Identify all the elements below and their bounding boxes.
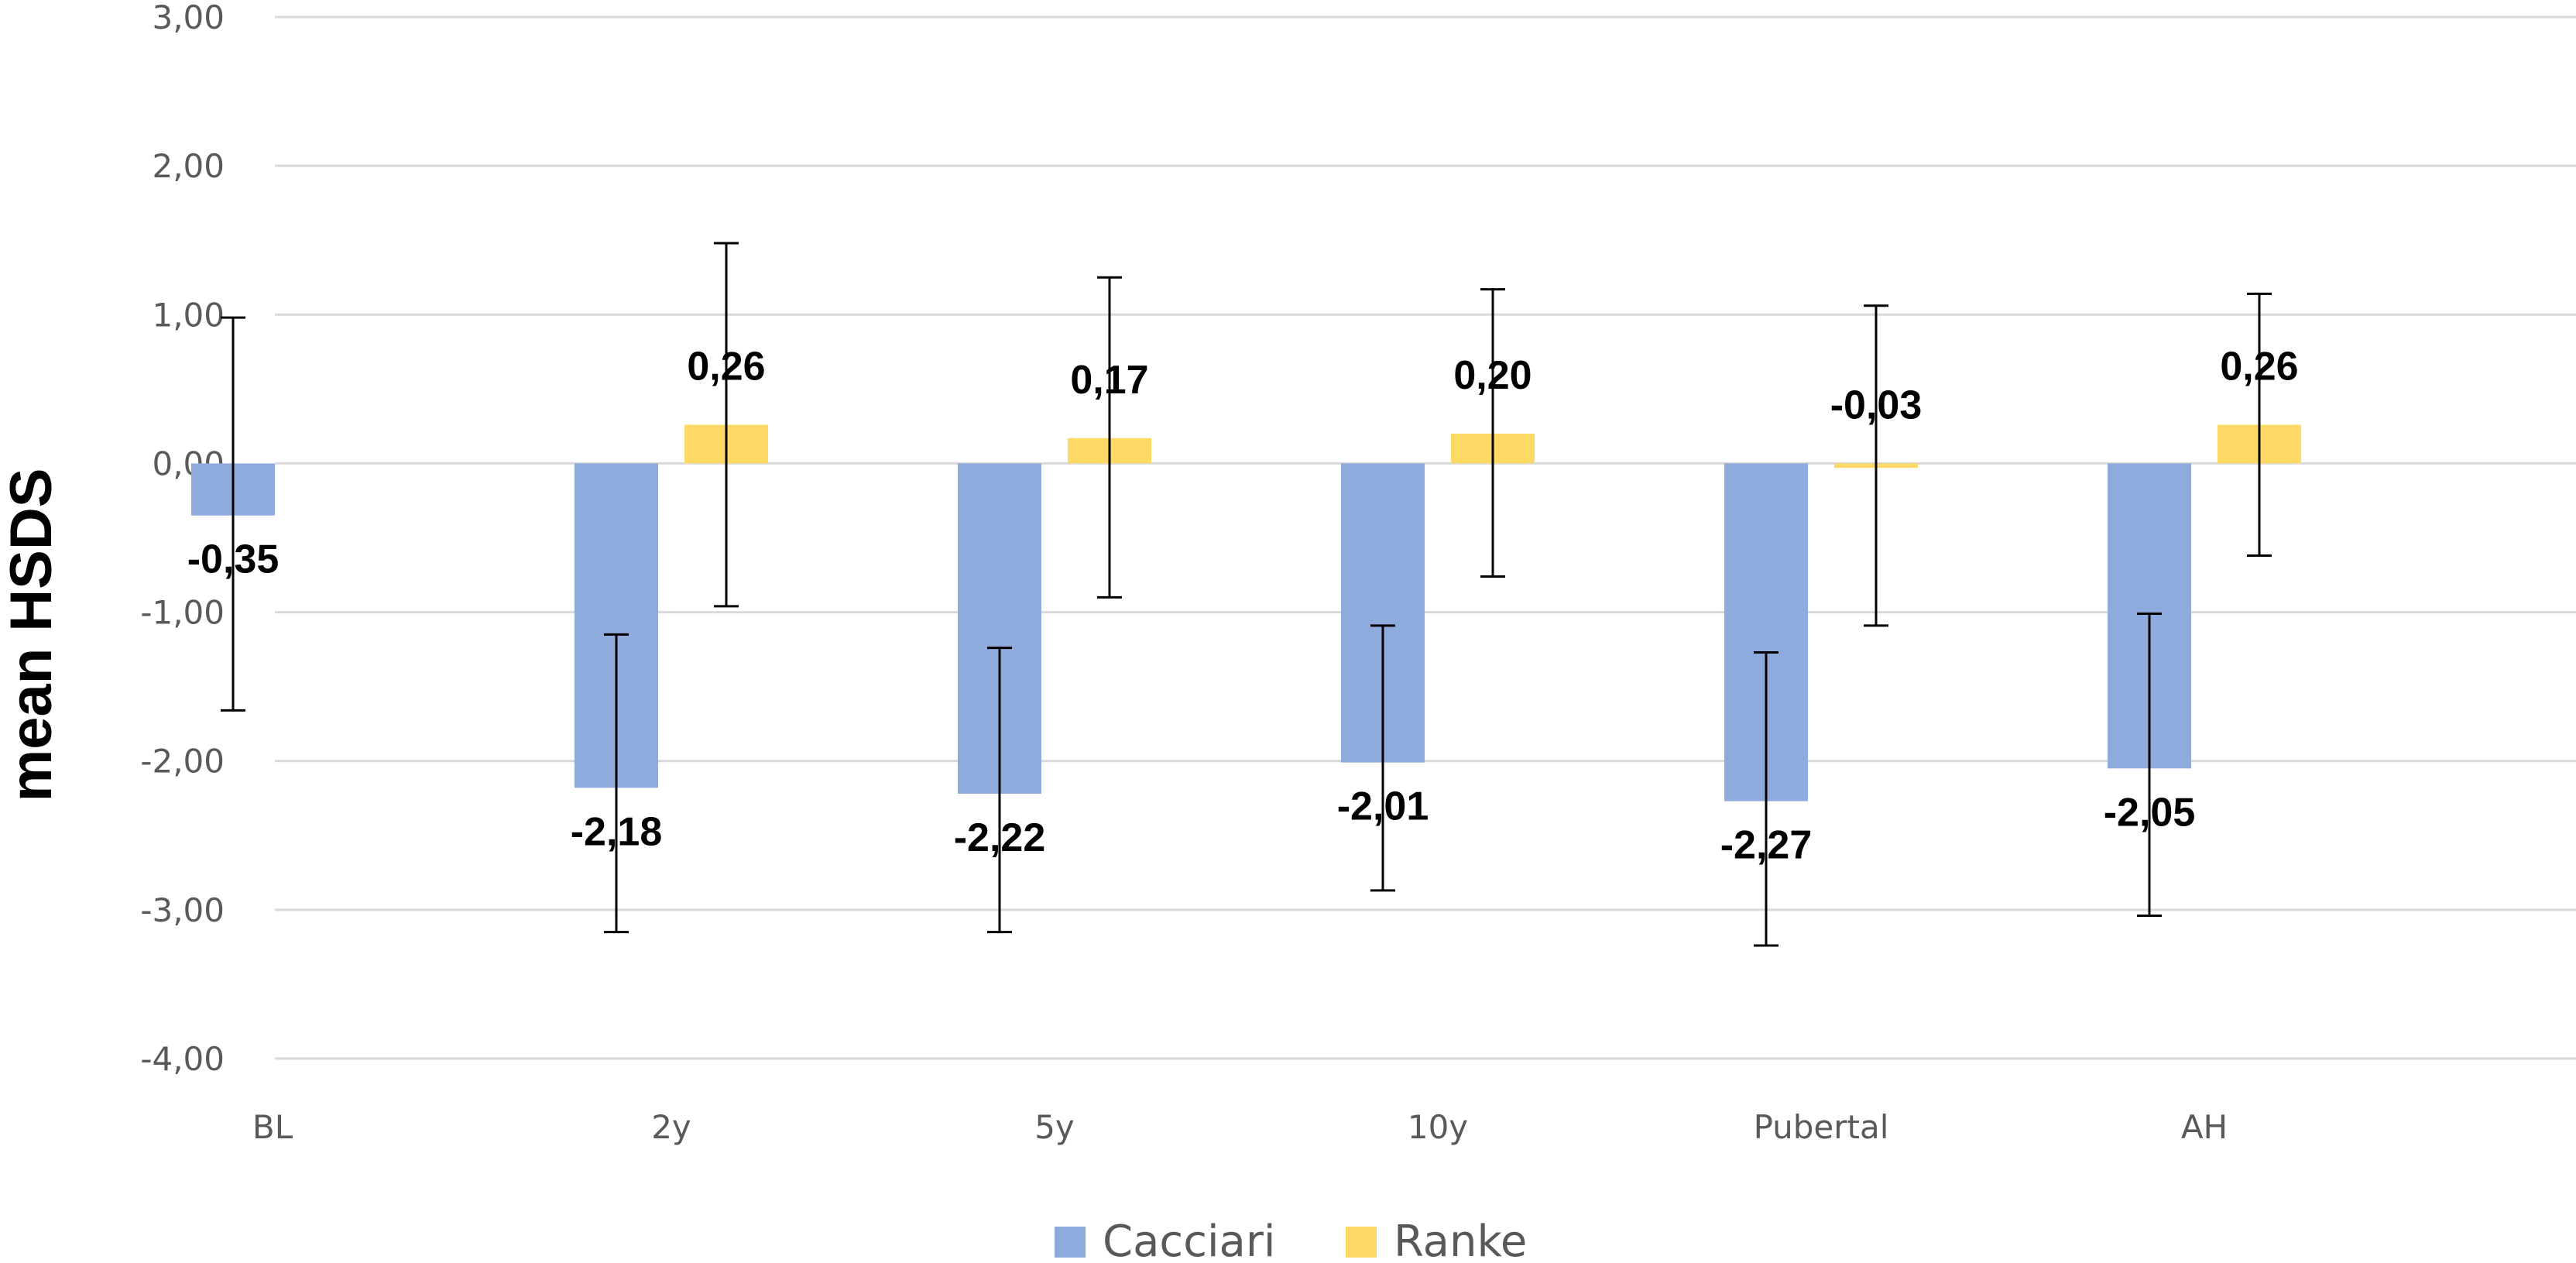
y-tick-label: 2,00	[152, 147, 225, 185]
error-bar	[987, 647, 1012, 934]
error-bar	[1370, 624, 1395, 892]
error-bars	[221, 242, 2272, 947]
legend-item-ranke: Ranke	[1346, 1217, 1527, 1263]
data-label: -2,18	[571, 809, 663, 854]
category-label: Pubertal	[1754, 1108, 1889, 1146]
data-label: 0,26	[2220, 344, 2298, 389]
data-label: -0,03	[1830, 383, 1923, 427]
legend-label: Ranke	[1394, 1217, 1527, 1263]
gridlines	[275, 15, 2576, 1060]
y-tick-label: -3,00	[140, 891, 225, 929]
data-label: -2,27	[1720, 823, 1813, 868]
error-bar	[1480, 288, 1505, 578]
error-bar	[1754, 650, 1779, 947]
y-tick-label: 1,00	[152, 296, 225, 334]
error-bar	[2247, 292, 2272, 558]
x-axis-categories: BL 2y 5y 10y Pubertal AH	[252, 1108, 2228, 1146]
error-bar	[1864, 304, 1888, 627]
legend-swatch	[1055, 1227, 1086, 1258]
data-label: 0,20	[1453, 353, 1532, 398]
category-label: 5y	[1034, 1108, 1075, 1146]
y-tick-label: 3,00	[152, 0, 225, 36]
y-axis-title: mean HSDS	[0, 468, 64, 802]
bars	[191, 424, 2301, 801]
legend-swatch	[1346, 1227, 1377, 1258]
category-label: 10y	[1408, 1108, 1468, 1146]
error-bar	[604, 633, 629, 934]
data-label: -2,22	[954, 815, 1046, 860]
error-bar	[221, 316, 245, 712]
category-label: 2y	[651, 1108, 691, 1146]
data-label: 0,17	[1070, 358, 1148, 403]
y-tick-label: -4,00	[140, 1040, 225, 1078]
category-label: AH	[2181, 1108, 2228, 1146]
legend: Cacciari Ranke	[1055, 1217, 1527, 1263]
data-labels: -0,35 -2,18 0,26 -2,22 0,17 -2,01 0,20 -2,27 -0,…	[187, 344, 2299, 867]
data-label: -2,01	[1337, 784, 1429, 829]
y-tick-label: -1,00	[140, 594, 225, 632]
data-label: -0,35	[187, 537, 280, 582]
category-label: BL	[252, 1108, 293, 1146]
error-bar	[2137, 612, 2162, 918]
legend-label: Cacciari	[1103, 1217, 1275, 1263]
data-label: -2,05	[2104, 790, 2196, 835]
y-tick-label: -2,00	[140, 743, 225, 781]
y-axis-ticks: 3,002,001,000,00-1,00-2,00-3,00-4,00	[140, 0, 225, 1078]
legend-item-cacciari: Cacciari	[1055, 1217, 1275, 1263]
error-bar	[714, 242, 739, 608]
data-label: 0,26	[687, 344, 765, 389]
error-bar	[1097, 276, 1122, 599]
